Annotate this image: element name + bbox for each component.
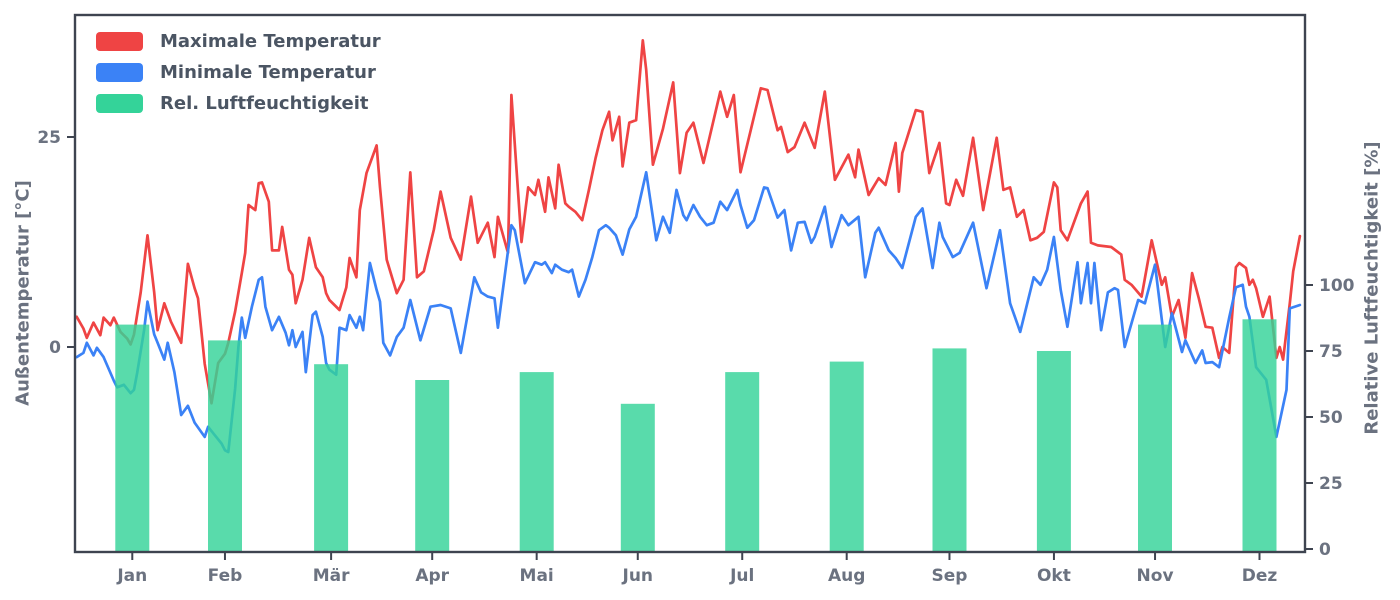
x-tick-label-Okt: Okt (1037, 566, 1071, 586)
y-right-tick-label: 0 (1319, 540, 1331, 560)
humidity-bar-Jun (620, 403, 655, 552)
legend-item-max-temperature: Maximale Temperatur (96, 31, 381, 52)
humidity-bar-Mär (314, 364, 349, 552)
min-temperature-swatch-icon (96, 63, 143, 82)
humidity-bar-Dez (1242, 319, 1277, 552)
humidity-swatch-icon (96, 94, 143, 113)
humidity-bar-Nov (1138, 324, 1172, 552)
humidity-bar-Mai (519, 372, 554, 552)
x-tick-label-Mär: Mär (313, 566, 350, 586)
humidity-bar-Apr (415, 380, 450, 552)
x-tick-label-Dez: Dez (1242, 566, 1278, 586)
min-temperature-line (75, 170, 1302, 454)
legend-label-max-temperature: Maximale Temperatur (160, 31, 381, 52)
left-axis-label: Außentemperatur [°C] (12, 180, 34, 406)
plot-border (73, 13, 1307, 554)
y-right-tick-label: 75 (1319, 342, 1343, 362)
x-tick-label-Jan: Jan (116, 566, 147, 586)
humidity-bar-Feb (208, 340, 242, 552)
x-tick-label-Nov: Nov (1137, 566, 1174, 586)
x-tick-label-Aug: Aug (828, 566, 865, 586)
x-tick-label-Mai: Mai (520, 566, 554, 586)
x-tick-label-Jun: Jun (622, 566, 654, 586)
legend-label-humidity: Rel. Luftfeuchtigkeit (160, 93, 369, 114)
x-tick-label-Jul: Jul (729, 566, 754, 586)
y-right-tick-label: 100 (1319, 276, 1355, 296)
legend-item-min-temperature: Minimale Temperatur (96, 62, 381, 83)
humidity-bar-Sep (932, 348, 967, 552)
max-temperature-line (75, 39, 1302, 405)
max-temperature-swatch-icon (96, 32, 143, 51)
y-right-tick-label: 25 (1319, 474, 1343, 494)
x-tick-label-Feb: Feb (208, 566, 243, 586)
y-left-tick-label: 25 (37, 128, 61, 148)
y-left-tick-label: 0 (49, 338, 61, 358)
humidity-bar-Okt (1036, 351, 1071, 552)
x-tick-label-Sep: Sep (932, 566, 968, 586)
x-tick-label-Apr: Apr (415, 566, 449, 586)
legend-label-min-temperature: Minimale Temperatur (160, 62, 376, 83)
y-right-tick-label: 50 (1319, 408, 1343, 428)
humidity-bar-Jul (725, 372, 760, 552)
legend-item-humidity: Rel. Luftfeuchtigkeit (96, 93, 381, 114)
humidity-bar-Jan (115, 324, 150, 552)
humidity-bar-Aug (829, 361, 864, 552)
legend: Maximale Temperatur Minimale Temperatur … (96, 31, 381, 114)
right-axis-label: Relative Luftfeuchtigkeit [%] (1361, 141, 1383, 435)
